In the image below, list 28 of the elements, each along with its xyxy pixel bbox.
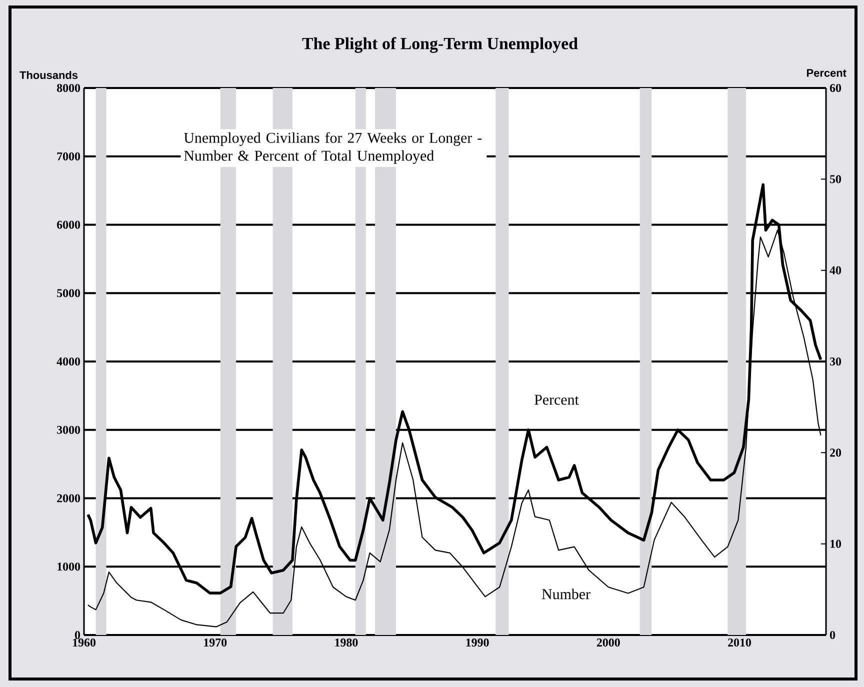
x-tick-label: 1970 — [204, 638, 227, 647]
text: Unemployed Civilians for 27 Weeks or Longer - Number & Percent of Total Unemployed — [184, 132, 482, 164]
y-tick-label: 3000 — [57, 426, 80, 434]
y-tick-label: 1000 — [58, 562, 80, 571]
y2-tick-label: 0 — [830, 630, 836, 640]
x-tick-label: 1960 — [73, 638, 96, 647]
y2-tick-label: 40 — [830, 266, 842, 274]
x-tick-label: 1980 — [335, 638, 358, 647]
x-tick-label: 1990 — [466, 638, 489, 647]
y2-axis-title: Percent — [807, 69, 846, 77]
y2-tick-label: 30 — [830, 357, 842, 366]
y2-tick-label: 60 — [830, 84, 842, 92]
y-tick-label: 6000 — [56, 220, 80, 229]
x-tick-label: 2000 — [596, 638, 620, 647]
series-label: Percent — [534, 394, 579, 405]
y-tick-label: 8000 — [56, 84, 80, 92]
y-tick-label: 0 — [74, 630, 80, 640]
y2-tick-label: 20 — [830, 448, 842, 457]
x-tick-label: 2010 — [728, 638, 751, 647]
series-label: Number — [542, 588, 590, 600]
chart-title: The Plight of Long-Term Unemployed — [302, 37, 578, 53]
y-tick-label: 5000 — [57, 289, 80, 298]
y-axis-title: Thousands — [20, 70, 78, 80]
y2-tick-label: 50 — [830, 175, 842, 184]
y2-tick-label: 10 — [830, 540, 842, 548]
y-tick-label: 7000 — [57, 152, 80, 160]
y-tick-label: 2000 — [57, 494, 80, 502]
y-tick-label: 4000 — [56, 357, 80, 366]
